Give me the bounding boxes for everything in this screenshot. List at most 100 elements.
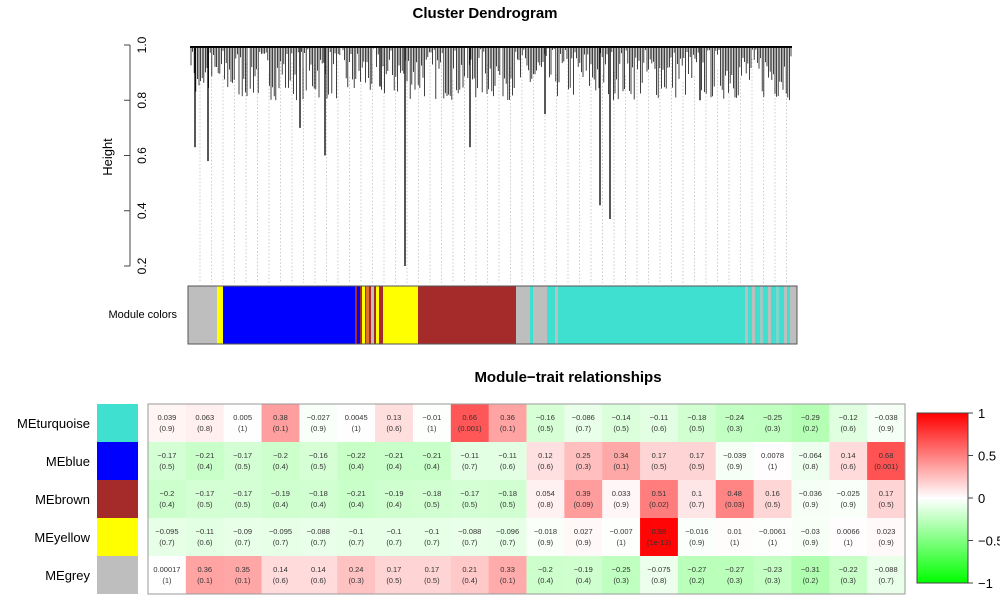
cell-pvalue: (0.7) — [576, 424, 592, 433]
cell-value: 0.13 — [387, 413, 402, 422]
cell-pvalue: (0.2) — [689, 576, 705, 585]
heatmap-cell — [715, 442, 755, 481]
cell-pvalue: (0.4) — [159, 500, 175, 509]
cell-value: −0.18 — [498, 489, 517, 498]
heatmap-cell — [148, 556, 187, 595]
cell-value: 0.17 — [387, 565, 402, 574]
cell-pvalue: (0.9) — [689, 538, 705, 547]
cell-pvalue: (0.4) — [538, 576, 554, 585]
heatmap-cell — [791, 556, 830, 595]
heatmap-cell — [375, 404, 414, 443]
heatmap-cell — [602, 404, 641, 443]
cell-value: −0.1 — [349, 527, 364, 536]
heatmap-border — [147, 403, 906, 595]
cell-pvalue: (0.3) — [576, 462, 592, 471]
cell-value: 0.063 — [195, 413, 214, 422]
heatmap-cell — [791, 518, 830, 557]
heatmap-cell — [526, 442, 565, 481]
cell-pvalue: (0.6) — [386, 424, 402, 433]
cell-value: 0.005 — [233, 413, 252, 422]
cell-value: 0.33 — [500, 565, 515, 574]
cell-value: 0.0045 — [345, 413, 368, 422]
cell-value: −0.11 — [650, 413, 668, 422]
cell-value: −0.25 — [612, 565, 631, 574]
cell-value: −0.27 — [725, 565, 744, 574]
cell-value: −0.21 — [385, 451, 404, 460]
module-color-stripe — [376, 286, 379, 344]
cell-pvalue: (0.4) — [386, 500, 402, 509]
cell-value: 0.17 — [879, 489, 894, 498]
cell-pvalue: (0.9) — [727, 462, 743, 471]
cell-value: −0.088 — [458, 527, 481, 536]
heatmap-cell — [791, 404, 830, 443]
heatmap-title: Module−trait relationships — [474, 369, 662, 386]
cell-value: 0.25 — [576, 451, 591, 460]
cell-value: −0.21 — [347, 489, 366, 498]
module-color-segment — [383, 286, 418, 344]
cell-value: 0.1 — [692, 489, 702, 498]
cell-value: −0.17 — [233, 489, 252, 498]
y-tick-label: 1.0 — [135, 36, 149, 53]
module-color-stripe — [366, 286, 369, 344]
heatmap-cell — [829, 404, 868, 443]
cell-value: 0.033 — [612, 489, 631, 498]
heatmap-cell — [337, 442, 376, 481]
heatmap-cell — [185, 404, 225, 443]
cell-pvalue: (0.5) — [689, 462, 705, 471]
cell-pvalue: (0.6) — [311, 576, 327, 585]
heatmap-cell — [753, 556, 792, 595]
cell-value: 0.51 — [652, 489, 667, 498]
heatmap-cell — [412, 556, 452, 595]
cell-pvalue: (0.9) — [576, 538, 592, 547]
heatmap-cell — [488, 442, 527, 481]
cell-pvalue: (0.5) — [235, 500, 251, 509]
heatmap-cell — [148, 404, 187, 443]
heatmap-cell — [753, 518, 792, 557]
heatmap-cell — [677, 556, 717, 595]
heatmap-cell — [488, 480, 527, 519]
cell-pvalue: (0.4) — [386, 462, 402, 471]
heatmap-cell — [715, 404, 755, 443]
cell-value: −0.088 — [874, 565, 897, 574]
cell-pvalue: (1) — [768, 538, 778, 547]
cell-value: 0.17 — [690, 451, 705, 460]
cell-value: −0.22 — [347, 451, 366, 460]
heatmap-cell — [602, 518, 641, 557]
heatmap-cell — [337, 518, 376, 557]
cell-value: 0.054 — [536, 489, 555, 498]
y-tick-label: 0.2 — [135, 257, 149, 274]
row-color-swatch — [97, 404, 138, 442]
cell-value: −0.27 — [687, 565, 706, 574]
heatmap-cell — [677, 442, 717, 481]
heatmap-cell — [412, 404, 452, 443]
heatmap-cell — [791, 480, 830, 519]
cell-value: 0.0066 — [837, 527, 860, 536]
cell-value: −0.1 — [387, 527, 402, 536]
cell-value: 0.24 — [349, 565, 364, 574]
cell-pvalue: (1) — [352, 424, 362, 433]
heatmap-cell — [223, 404, 263, 443]
heatmap-cell — [715, 518, 755, 557]
heatmap-cell — [261, 556, 300, 595]
heatmap-cell — [148, 480, 187, 519]
row-label: MEbrown — [35, 492, 90, 507]
cell-value: −0.064 — [799, 451, 822, 460]
row-color-swatch — [97, 442, 138, 480]
cell-value: −0.17 — [233, 451, 252, 460]
cell-pvalue: (1) — [617, 538, 627, 547]
cell-pvalue: (0.3) — [765, 576, 781, 585]
dendrogram-branches — [190, 46, 792, 266]
cell-value: −0.095 — [269, 527, 292, 536]
heatmap-cell — [640, 404, 679, 443]
heatmap-cell — [299, 404, 338, 443]
heatmap-cell — [753, 404, 792, 443]
cell-pvalue: (0.1) — [273, 424, 289, 433]
cell-value: −0.2 — [160, 489, 175, 498]
heatmap-cell — [337, 480, 376, 519]
heatmap-cell — [791, 442, 830, 481]
cell-value: −0.11 — [461, 451, 479, 460]
heatmap-cell — [677, 518, 717, 557]
heatmap-cell — [867, 480, 906, 519]
heatmap-cell — [564, 442, 603, 481]
cell-value: −0.31 — [801, 565, 820, 574]
